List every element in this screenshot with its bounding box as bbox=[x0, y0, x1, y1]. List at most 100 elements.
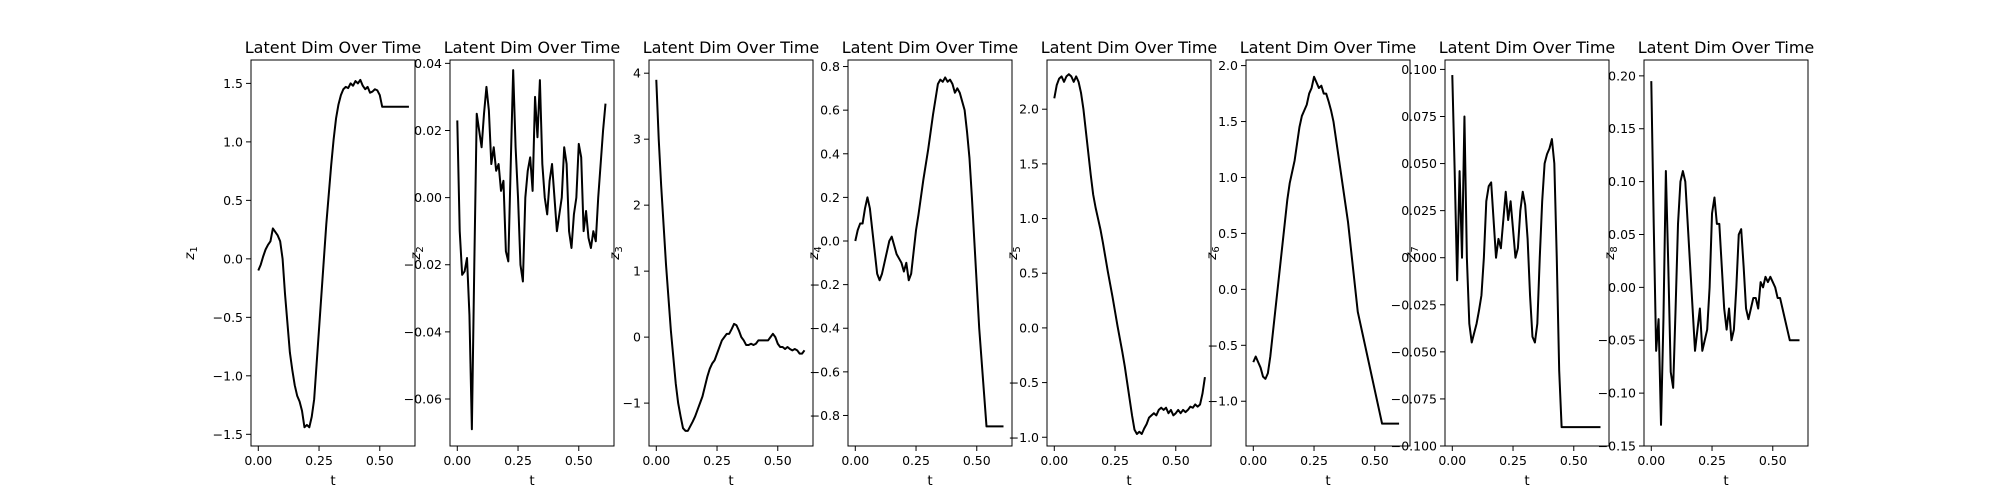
y-tick-label: −0.10 bbox=[1598, 386, 1636, 401]
y-axis-label: z3 bbox=[607, 246, 625, 260]
x-axis-label: t bbox=[330, 473, 335, 489]
y-tick-label: 0.0 bbox=[1218, 282, 1238, 297]
y-axis-label-main: z bbox=[182, 252, 198, 261]
x-tick-label: 0.50 bbox=[565, 453, 593, 468]
y-tick-label: 1.0 bbox=[223, 134, 243, 149]
x-tick-label: 0.50 bbox=[1560, 453, 1588, 468]
y-tick-label: −0.05 bbox=[1598, 333, 1636, 348]
y-tick-label: 4 bbox=[633, 66, 641, 81]
x-axis-label: t bbox=[927, 473, 932, 489]
y-tick-label: 0.04 bbox=[414, 56, 442, 71]
x-tick-label: 0.00 bbox=[841, 453, 869, 468]
y-axis-label-main: z bbox=[1403, 252, 1419, 261]
y-axis-label-subscript: 8 bbox=[1609, 246, 1620, 252]
x-tick-label: 0.25 bbox=[1698, 453, 1726, 468]
y-tick-label: −1.0 bbox=[1208, 394, 1238, 409]
x-tick-label: 0.00 bbox=[1438, 453, 1466, 468]
axes-frame bbox=[1046, 59, 1212, 447]
y-tick-label: 0.5 bbox=[1019, 266, 1039, 281]
y-tick-label: 0.0 bbox=[820, 234, 840, 249]
y-tick-label: 0 bbox=[633, 330, 641, 345]
x-tick-label: 0.25 bbox=[1499, 453, 1527, 468]
y-tick-label: −0.8 bbox=[810, 408, 840, 423]
x-tick-label: 0.00 bbox=[443, 453, 471, 468]
y-axis-label: z2 bbox=[408, 246, 426, 260]
axes-frame bbox=[1444, 59, 1610, 447]
y-axis-label-main: z bbox=[806, 252, 822, 261]
subplot-title: Latent Dim Over Time bbox=[1439, 38, 1616, 57]
x-tick-label: 0.50 bbox=[366, 453, 394, 468]
series-line bbox=[1650, 81, 1800, 426]
y-tick-label: 0.0 bbox=[223, 251, 243, 266]
x-tick-label: 0.00 bbox=[1637, 453, 1665, 468]
subplot-5: Latent Dim Over Time 0.00 0.25 0.50 −1.0 −0.5… bbox=[1005, 38, 1217, 489]
y-axis-label-main: z bbox=[1602, 252, 1618, 261]
series-line bbox=[1451, 75, 1601, 429]
y-tick-label: −0.6 bbox=[810, 364, 840, 379]
y-axis-label-main: z bbox=[408, 252, 424, 261]
y-tick-label: −0.025 bbox=[1391, 297, 1437, 312]
series-line bbox=[655, 79, 806, 432]
y-axis-label-subscript: 5 bbox=[1012, 246, 1023, 252]
x-tick-label: 0.50 bbox=[963, 453, 991, 468]
y-tick-label: 0.20 bbox=[1608, 68, 1636, 83]
x-tick-label: 0.00 bbox=[244, 453, 272, 468]
axes-frame bbox=[449, 59, 615, 447]
y-tick-label: 2.0 bbox=[1218, 58, 1238, 73]
subplot-8: Latent Dim Over Time 0.00 0.25 0.50 −0.15 −0.… bbox=[1598, 38, 1815, 489]
y-tick-label: 0.10 bbox=[1608, 174, 1636, 189]
subplot-4: Latent Dim Over Time 0.00 0.25 0.50 −0.8 −0.6… bbox=[806, 38, 1018, 489]
axes-frame bbox=[847, 59, 1013, 447]
y-tick-label: 0.025 bbox=[1401, 203, 1437, 218]
y-axis-label: z4 bbox=[806, 246, 824, 260]
subplot-title: Latent Dim Over Time bbox=[1638, 38, 1815, 57]
y-tick-label: 0.8 bbox=[820, 59, 840, 74]
y-tick-label: −0.06 bbox=[404, 392, 442, 407]
y-tick-label: −1.0 bbox=[213, 368, 243, 383]
axes-frame bbox=[1643, 59, 1809, 447]
subplot-7: Latent Dim Over Time 0.00 0.25 0.50 −0.100 −0… bbox=[1391, 38, 1616, 489]
y-tick-label: 0.075 bbox=[1401, 109, 1437, 124]
series-line bbox=[257, 78, 409, 429]
y-tick-label: 0.05 bbox=[1608, 227, 1636, 242]
y-axis-label-subscript: 3 bbox=[614, 246, 625, 252]
y-tick-label: −0.04 bbox=[404, 324, 442, 339]
y-tick-label: 2 bbox=[633, 198, 641, 213]
y-tick-label: −0.050 bbox=[1391, 344, 1437, 359]
y-tick-label: 0.4 bbox=[820, 146, 840, 161]
x-tick-label: 0.50 bbox=[1759, 453, 1787, 468]
y-axis-label-subscript: 1 bbox=[189, 246, 200, 252]
y-axis-label: z7 bbox=[1403, 246, 1421, 260]
y-axis-label: z5 bbox=[1005, 246, 1023, 260]
y-tick-label: −0.15 bbox=[1598, 439, 1636, 454]
y-tick-label: 1 bbox=[633, 264, 641, 279]
y-axis-label: z8 bbox=[1602, 246, 1620, 260]
y-tick-label: 0.0 bbox=[1019, 320, 1039, 335]
y-tick-label: 0.6 bbox=[820, 103, 840, 118]
y-tick-label: −1 bbox=[623, 396, 641, 411]
y-tick-label: 0.100 bbox=[1401, 62, 1437, 77]
x-axis-label: t bbox=[1126, 473, 1131, 489]
y-tick-label: −0.100 bbox=[1391, 439, 1437, 454]
series-line bbox=[1053, 73, 1206, 435]
y-axis-label: z6 bbox=[1204, 246, 1222, 260]
y-tick-label: −0.5 bbox=[1009, 375, 1039, 390]
subplot-title: Latent Dim Over Time bbox=[842, 38, 1019, 57]
y-axis-label-subscript: 4 bbox=[813, 246, 824, 252]
y-tick-label: −1.0 bbox=[1009, 430, 1039, 445]
y-tick-label: 1.0 bbox=[1218, 170, 1238, 185]
y-tick-label: −0.4 bbox=[810, 321, 840, 336]
y-axis-label-subscript: 7 bbox=[1410, 246, 1421, 252]
y-tick-label: 0.2 bbox=[820, 190, 840, 205]
subplot-1: Latent Dim Over Time 0.00 0.25 0.50 −1.5 −1.0… bbox=[182, 38, 421, 489]
y-tick-label: 2.0 bbox=[1019, 102, 1039, 117]
y-tick-label: 3 bbox=[633, 132, 641, 147]
subplot-3: Latent Dim Over Time 0.00 0.25 0.50 −1 0 1 2 3 4 t… bbox=[607, 38, 819, 489]
x-tick-label: 0.50 bbox=[1162, 453, 1190, 468]
y-tick-label: 0.00 bbox=[414, 190, 442, 205]
subplot-title: Latent Dim Over Time bbox=[444, 38, 621, 57]
series-line bbox=[854, 76, 1004, 428]
y-axis-label-subscript: 6 bbox=[1211, 246, 1222, 252]
